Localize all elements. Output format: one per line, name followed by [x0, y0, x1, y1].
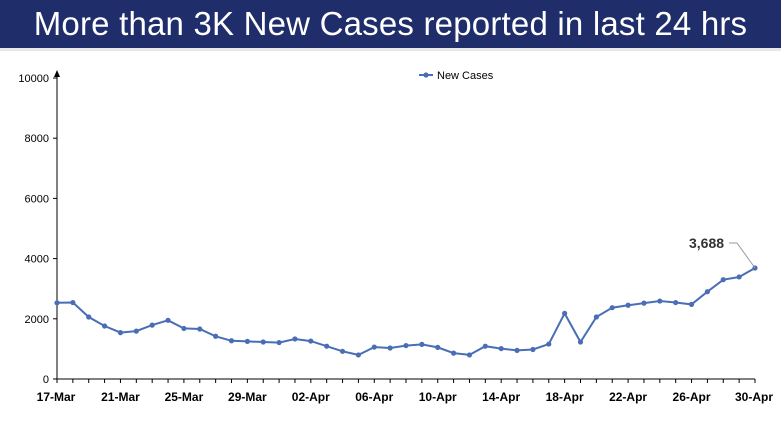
- x-tick-label: 10-Apr: [419, 390, 457, 404]
- data-point: [514, 347, 520, 354]
- data-point: [546, 341, 552, 347]
- data-point: [593, 314, 599, 320]
- data-point: [197, 326, 203, 332]
- data-point: [720, 277, 726, 283]
- legend-label: New Cases: [437, 70, 494, 82]
- data-point: [181, 325, 187, 332]
- x-tick-label: 06-Apr: [355, 390, 393, 404]
- annotation-label: 3,688: [689, 235, 724, 251]
- data-point: [165, 317, 171, 323]
- data-point: [292, 336, 298, 342]
- data-point: [419, 341, 425, 347]
- x-tick-label: 29-Mar: [228, 390, 267, 404]
- series-line: [56, 267, 756, 356]
- data-point: [736, 274, 742, 280]
- data-point: [101, 323, 108, 329]
- x-tick-label: 25-Mar: [165, 390, 204, 404]
- x-tick-label: 17-Mar: [37, 390, 76, 404]
- data-point: [228, 338, 235, 344]
- data-point: [482, 343, 488, 349]
- data-point: [86, 314, 92, 320]
- x-tick-label: 21-Mar: [101, 390, 140, 404]
- data-point: [704, 289, 711, 295]
- x-tick-label: 22-Apr: [609, 390, 647, 404]
- y-tick-label: 8000: [25, 133, 49, 145]
- data-point: [657, 298, 663, 304]
- x-tick-label: 18-Apr: [546, 390, 584, 404]
- legend-marker: [423, 72, 429, 78]
- data-point: [530, 346, 536, 353]
- data-point: [308, 338, 314, 344]
- line-chart: 0 2000 4000 6000 8000 10000 17-Mar 21-Mar 25-Mar…: [18, 70, 773, 404]
- data-point: [54, 300, 60, 306]
- data-point: [403, 342, 409, 349]
- data-point: [324, 343, 330, 349]
- y-axis-arrow: [54, 70, 60, 77]
- x-tick-label: 30-Apr: [735, 390, 773, 404]
- data-point: [133, 328, 139, 334]
- data-point: [117, 330, 124, 336]
- x-tick-label: 14-Apr: [482, 390, 520, 404]
- data-point: [688, 301, 695, 307]
- data-point: [673, 299, 679, 306]
- data-point: [355, 352, 362, 358]
- data-point: [577, 339, 584, 345]
- page-title: More than 3K New Cases reported in last …: [33, 5, 748, 42]
- data-point: [213, 333, 219, 339]
- y-tick-label: 2000: [25, 314, 49, 326]
- data-point: [70, 299, 76, 306]
- data-point: [260, 339, 266, 345]
- data-point: [387, 345, 393, 351]
- y-tick-label: 10000: [18, 73, 49, 85]
- data-point: [276, 339, 282, 346]
- data-point: [562, 310, 568, 316]
- data-point: [466, 352, 473, 358]
- data-point: [498, 345, 504, 352]
- title-banner: More than 3K New Cases reported in last …: [0, 0, 781, 51]
- annotation-leader: [729, 242, 756, 269]
- data-point: [371, 344, 377, 350]
- y-tick-label: 0: [43, 374, 49, 386]
- data-point: [339, 348, 346, 354]
- data-point: [609, 305, 615, 311]
- x-tick-label: 02-Apr: [292, 390, 330, 404]
- data-point: [625, 302, 631, 308]
- y-tick-label: 6000: [25, 193, 49, 205]
- data-point: [244, 338, 250, 344]
- data-point: [149, 322, 155, 328]
- data-point: [435, 344, 441, 350]
- y-tick-label: 4000: [25, 254, 49, 266]
- x-tick-label: 26-Apr: [673, 390, 711, 404]
- data-point: [641, 300, 647, 306]
- data-point: [450, 350, 457, 356]
